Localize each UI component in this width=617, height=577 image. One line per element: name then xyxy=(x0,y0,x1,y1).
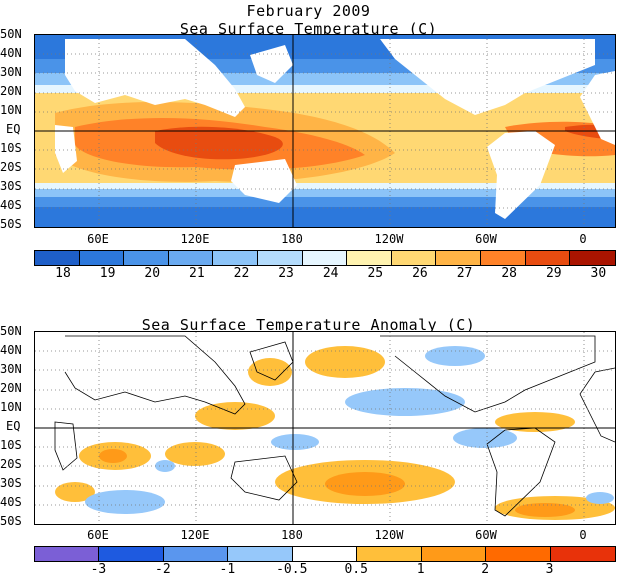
lat-label: 30S xyxy=(0,179,22,193)
colorbar-swatch xyxy=(163,547,229,561)
sst-map xyxy=(34,34,616,228)
lat-label: 20N xyxy=(0,381,22,395)
colorbar-label: -0.5 xyxy=(276,562,308,577)
lat-label: 10S xyxy=(0,438,22,452)
lon-label: 60E xyxy=(87,232,109,246)
colorbar-label: 25 xyxy=(367,266,384,281)
colorbar-swatch xyxy=(347,251,392,265)
lat-label: 20S xyxy=(0,457,22,471)
colorbar-label: -3 xyxy=(90,562,107,577)
lat-label: EQ xyxy=(6,419,21,433)
colorbar-label: 23 xyxy=(278,266,294,281)
sst-colorbar xyxy=(34,250,616,266)
colorbar-swatch xyxy=(481,251,526,265)
colorbar-label: 29 xyxy=(545,266,562,281)
colorbar-swatch xyxy=(302,251,348,265)
colorbar-label: 28 xyxy=(501,266,517,281)
lat-label: EQ xyxy=(6,122,21,136)
lat-label: 20N xyxy=(0,84,22,98)
lon-label: 0 xyxy=(579,528,587,542)
colorbar-swatch xyxy=(228,547,293,561)
lat-label: 10N xyxy=(0,103,22,117)
lat-label: 10S xyxy=(0,141,22,155)
colorbar-label: -2 xyxy=(155,562,171,577)
lat-label: 50N xyxy=(0,324,22,338)
colorbar-swatch xyxy=(550,547,615,561)
lat-label: 50N xyxy=(0,27,22,41)
colorbar-swatch xyxy=(292,547,358,561)
lon-label: 120W xyxy=(374,528,404,542)
colorbar-label: 27 xyxy=(456,266,473,281)
colorbar-label: 1 xyxy=(416,562,425,577)
colorbar-label: 20 xyxy=(144,266,161,281)
colorbar-label: 0.5 xyxy=(344,562,368,577)
lon-label: 180 xyxy=(281,232,303,246)
colorbar-label: 22 xyxy=(233,266,250,281)
colorbar-swatch xyxy=(258,251,303,265)
lat-label: 30N xyxy=(0,362,22,376)
anomaly-colorbar xyxy=(34,546,616,562)
sst-anomaly-map xyxy=(34,331,616,525)
lat-label: 40S xyxy=(0,495,22,509)
lon-label: 0 xyxy=(579,232,587,246)
colorbar-swatch xyxy=(391,251,437,265)
colorbar-label: 24 xyxy=(322,266,339,281)
figure-title: February 2009 xyxy=(246,2,371,20)
colorbar-swatch xyxy=(525,251,571,265)
colorbar-label: 21 xyxy=(189,266,205,281)
colorbar-label: 18 xyxy=(55,266,71,281)
colorbar-swatch xyxy=(213,251,259,265)
colorbar-swatch xyxy=(421,547,487,561)
colorbar-swatch xyxy=(124,251,169,265)
colorbar-swatch xyxy=(79,251,125,265)
sst-map-title: Sea Surface Temperature (C) xyxy=(179,20,438,38)
colorbar-swatch xyxy=(168,251,214,265)
lat-label: 40N xyxy=(0,46,22,60)
lat-label: 40N xyxy=(0,343,22,357)
lon-label: 120E xyxy=(180,528,210,542)
lon-label: 60E xyxy=(87,528,109,542)
colorbar-label: -1 xyxy=(219,562,236,577)
lat-label: 10N xyxy=(0,400,22,414)
lat-label: 20S xyxy=(0,160,22,174)
colorbar-label: 26 xyxy=(412,266,428,281)
lat-label: 50S xyxy=(0,217,22,231)
lon-label: 60W xyxy=(475,232,497,246)
colorbar-swatch xyxy=(35,251,80,265)
lon-label: 180 xyxy=(281,528,303,542)
lon-label: 120W xyxy=(374,232,404,246)
colorbar-swatch xyxy=(35,547,100,561)
lat-label: 30S xyxy=(0,476,22,490)
colorbar-label: 2 xyxy=(481,562,490,577)
lat-label: 50S xyxy=(0,514,22,528)
anomaly-map-title: Sea Surface Temperature Anomaly (C) xyxy=(141,316,476,334)
colorbar-label: 30 xyxy=(590,266,607,281)
colorbar-swatch xyxy=(436,251,482,265)
lon-label: 60W xyxy=(475,528,497,542)
lat-label: 40S xyxy=(0,198,22,212)
lat-label: 30N xyxy=(0,65,22,79)
colorbar-swatch xyxy=(486,547,551,561)
colorbar-label: 3 xyxy=(545,562,554,577)
colorbar-swatch xyxy=(99,547,164,561)
colorbar-label: 19 xyxy=(99,266,116,281)
lon-label: 120E xyxy=(180,232,210,246)
colorbar-swatch xyxy=(357,547,422,561)
colorbar-swatch xyxy=(570,251,615,265)
